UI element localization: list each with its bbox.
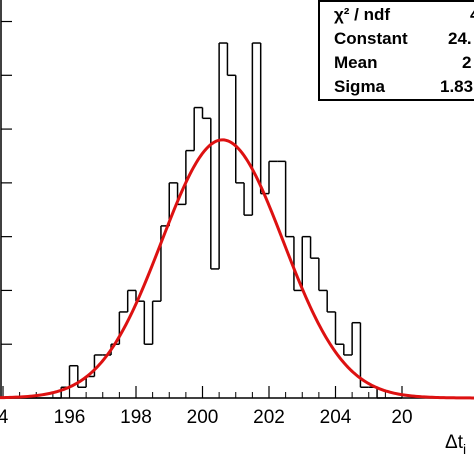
x-tick-label: 202 xyxy=(253,407,285,428)
x-tick-label: 204 xyxy=(320,407,352,428)
fit-curve xyxy=(0,138,474,400)
x-axis-label-main: Δt xyxy=(445,432,464,453)
x-tick-label: 196 xyxy=(54,407,86,428)
x-tick-label: 20 xyxy=(391,407,412,428)
stats-value: 4 xyxy=(470,5,474,24)
x-tick-label: 200 xyxy=(187,407,219,428)
x-tick-label: 4 xyxy=(0,407,9,428)
stats-name: Constant xyxy=(334,29,408,48)
stats-box xyxy=(318,0,474,101)
x-tick-label: 198 xyxy=(120,407,152,428)
stats-name: χ² / ndf xyxy=(334,5,390,24)
stats-value: 2 xyxy=(462,53,471,72)
x-axis-label: Δti xyxy=(445,432,466,457)
stats-name: Sigma xyxy=(334,77,386,96)
stats-value: 24. xyxy=(448,29,472,48)
stats-name: Mean xyxy=(334,53,377,72)
x-axis-label-sub: i xyxy=(463,441,466,457)
stats-value: 1.83 xyxy=(440,77,473,96)
